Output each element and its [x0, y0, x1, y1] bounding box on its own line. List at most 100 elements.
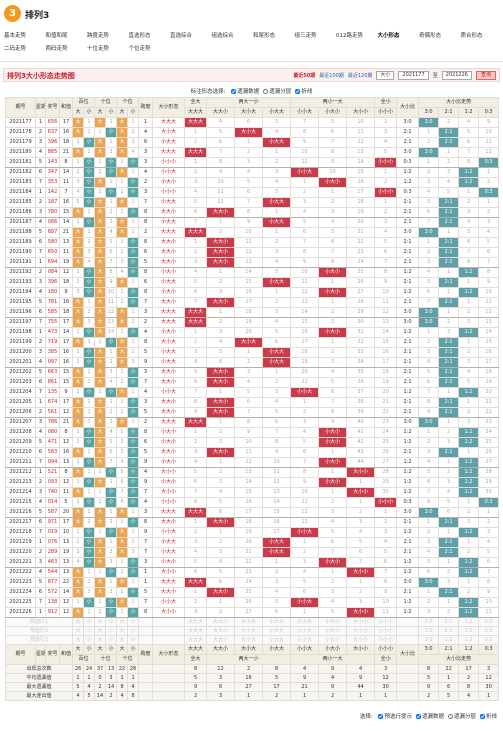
logo[interactable]: 3 — [4, 5, 21, 22]
sub-header: 大小大 — [234, 107, 264, 118]
cell: 24 — [478, 427, 500, 438]
panel-title: 排列3大小形态走势图 — [7, 72, 75, 80]
range-link[interactable]: 最近120期 — [347, 73, 373, 79]
cell: 小 — [127, 447, 140, 458]
nav-item[interactable]: 直选综合 — [170, 33, 193, 39]
cell: 5 — [346, 537, 376, 548]
nav-item[interactable]: 基本走势 — [4, 33, 27, 39]
nav-item[interactable]: 质合形态 — [460, 33, 483, 39]
nav-item[interactable]: 直选形态 — [128, 33, 151, 39]
cell: 3 — [458, 317, 480, 328]
cell: 2 — [94, 607, 107, 618]
cell: 1 — [346, 691, 376, 701]
cell: 7 — [59, 187, 73, 198]
cell: 11 — [234, 237, 264, 248]
cell: 3 — [206, 327, 236, 338]
cell: 2 — [262, 297, 292, 308]
data-row: 2021221 3 463 13 4 小大 3 1 小 3 小大小 5 4 22 1 3 小大小 7 6 1:2 5 1 1… — [5, 557, 500, 568]
nav-item[interactable]: 组选综合 — [211, 33, 234, 39]
cell: 5 — [206, 127, 236, 138]
cell: 1 — [72, 267, 84, 278]
to-input[interactable]: 2021226 — [441, 71, 472, 80]
cell: 2021211 — [5, 457, 36, 468]
cell: 小大大 — [152, 347, 186, 358]
cell: 17 — [290, 337, 320, 348]
cell: 7 — [35, 597, 46, 608]
cell: 25 — [234, 587, 264, 598]
checkbox-label[interactable]: 遗漏分层 — [269, 89, 292, 95]
nav-item[interactable]: 二码走势 — [4, 46, 27, 52]
nav-item[interactable]: 和值和尾 — [45, 33, 68, 39]
cell: 大 — [94, 367, 107, 378]
nav-item[interactable]: 个位走势 — [128, 46, 151, 52]
cell: 6 — [206, 357, 236, 368]
from-input[interactable]: 2021177 — [398, 71, 429, 80]
cell: 2 — [116, 437, 129, 448]
cell: 3:0 — [396, 577, 420, 588]
cell: 12 — [105, 307, 118, 318]
nav-item[interactable]: 跨度走势 — [87, 33, 110, 39]
checkbox-label[interactable]: 遗漏数据 — [237, 89, 260, 95]
checkbox[interactable] — [378, 714, 384, 719]
cell: 2:1 — [396, 397, 420, 408]
cell: 大 — [94, 287, 107, 298]
cell: 142 — [45, 187, 60, 198]
data-row: 2021219 1 076 13 2 小大 1 大 2 7 小大大 3 2 20 小大大 1 6 5 4 2:1 3 2:… — [5, 537, 500, 548]
select[interactable]: 大小 — [376, 71, 395, 80]
range-link[interactable]: 最近100期 — [319, 73, 344, 79]
range-link[interactable]: 最近50期 — [293, 73, 316, 79]
checkbox[interactable] — [479, 714, 485, 719]
nav-item[interactable]: 两码走势 — [45, 46, 68, 52]
cell: 2 — [184, 167, 208, 178]
nav-item[interactable]: 奇偶形态 — [419, 33, 442, 39]
cell: 5 — [138, 587, 154, 598]
cell: 22 — [438, 664, 460, 674]
cell: 2 — [82, 407, 96, 418]
cell: 2021180 — [5, 147, 36, 158]
cell: 小小小 — [374, 635, 398, 645]
checkbox[interactable] — [415, 714, 421, 719]
checkbox[interactable] — [295, 89, 301, 94]
cell: 5 — [206, 497, 236, 508]
checkbox[interactable] — [231, 89, 237, 94]
cell: 3:0 — [418, 417, 440, 428]
nav-item[interactable]: 组三走势 — [294, 33, 317, 39]
nav-item[interactable]: 十位走势 — [87, 46, 110, 52]
nav-item[interactable]: 大小形态 — [377, 33, 400, 39]
cell: 小 — [82, 267, 96, 278]
cell: 小小大 — [152, 527, 186, 538]
sub-header: 大 — [72, 107, 84, 118]
cell: 大 — [116, 217, 129, 228]
nav-item[interactable]: 012路走势 — [336, 33, 363, 39]
column-header: 和值 — [59, 97, 73, 118]
query-button[interactable]: 查询 — [475, 71, 496, 80]
cell: 大 — [94, 227, 107, 238]
checkbox-label[interactable]: 预选行提示 — [384, 714, 412, 720]
checkbox[interactable] — [263, 89, 269, 94]
cell: 1 — [116, 587, 129, 598]
cell: 1 — [35, 607, 46, 618]
cell: 5 — [184, 277, 208, 288]
empty-cell — [396, 617, 420, 627]
cell: 3 — [206, 547, 236, 558]
cell: 2 — [262, 377, 292, 388]
checkbox[interactable] — [447, 714, 453, 719]
cell: 小小小 — [152, 187, 186, 198]
cell: 小 — [82, 177, 96, 188]
cell: 小大小 — [152, 287, 186, 298]
cell: 471 — [45, 437, 60, 448]
cell: 小大小 — [152, 267, 186, 278]
cell: 1 — [206, 597, 236, 608]
checkbox-label[interactable]: 折线 — [485, 714, 497, 720]
checkbox-label[interactable]: 遗漏分层 — [453, 714, 476, 720]
cell: 8 — [138, 337, 154, 348]
cell: 1 — [94, 127, 107, 138]
cell: 大小小 — [152, 487, 186, 498]
nav-item[interactable]: 和尾形态 — [253, 33, 276, 39]
checkbox-label[interactable]: 折线 — [301, 89, 313, 95]
checkbox-label[interactable]: 遗漏数据 — [421, 714, 444, 720]
cell: 4 — [116, 691, 129, 701]
empty-cell — [396, 673, 420, 683]
cell: 2021209 — [5, 437, 36, 448]
cell: 5 — [35, 227, 46, 238]
